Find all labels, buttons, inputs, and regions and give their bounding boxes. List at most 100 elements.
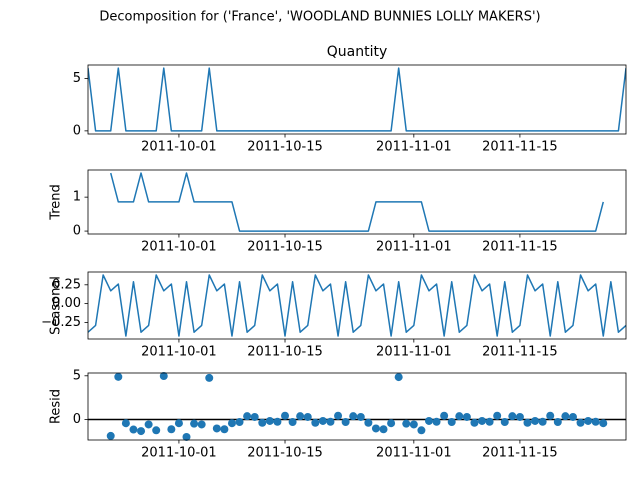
resid-point xyxy=(349,412,358,421)
resid-point xyxy=(296,412,305,421)
resid-point xyxy=(599,419,608,428)
series-line xyxy=(88,274,626,337)
resid-point xyxy=(371,424,380,433)
resid-point xyxy=(379,425,388,434)
y-axis-label: Trend xyxy=(49,184,64,221)
resid-point xyxy=(258,418,267,427)
x-tick-label: 2011-11-01 xyxy=(376,345,452,360)
resid-point xyxy=(243,412,252,421)
resid-point xyxy=(515,412,524,421)
x-tick-label: 2011-11-15 xyxy=(482,140,558,155)
resid-point xyxy=(281,411,290,420)
x-tick-label: 2011-10-15 xyxy=(247,345,323,360)
resid-point xyxy=(485,417,494,426)
resid-point xyxy=(273,417,282,426)
resid-point xyxy=(288,418,297,427)
resid-point xyxy=(591,417,600,426)
resid-point xyxy=(334,411,343,420)
resid-point xyxy=(538,417,547,426)
resid-point xyxy=(493,411,502,420)
y-axis-label: Resid xyxy=(49,389,64,424)
x-tick-label: 2011-10-15 xyxy=(247,140,323,155)
resid-point xyxy=(447,418,456,427)
resid-point xyxy=(250,412,259,421)
x-tick-label: 2011-11-15 xyxy=(482,345,558,360)
resid-point xyxy=(546,411,555,420)
resid-point xyxy=(531,416,540,425)
resid-point xyxy=(455,412,464,421)
resid-point xyxy=(129,425,138,434)
x-tick-label: 2011-10-01 xyxy=(141,140,217,155)
resid-point xyxy=(205,373,214,382)
resid-point xyxy=(182,432,191,441)
x-tick-label: 2011-11-01 xyxy=(376,140,452,155)
resid-point xyxy=(137,427,146,436)
y-tick-label: 0.00 xyxy=(52,296,81,311)
resid-point xyxy=(553,418,562,427)
resid-point xyxy=(341,418,350,427)
resid-point xyxy=(394,373,403,382)
resid-point xyxy=(144,420,153,429)
x-tick-label: 2011-11-01 xyxy=(376,446,452,461)
resid-point xyxy=(227,419,236,428)
x-tick-label: 2011-10-01 xyxy=(141,345,217,360)
resid-point xyxy=(235,418,244,427)
resid-point xyxy=(303,412,312,421)
resid-point xyxy=(152,426,161,435)
y-tick-label: −0.25 xyxy=(41,315,81,330)
x-tick-label: 2011-10-01 xyxy=(141,446,217,461)
resid-point xyxy=(220,425,229,434)
resid-point xyxy=(409,420,418,429)
resid-point xyxy=(424,416,433,425)
resid-point xyxy=(500,418,509,427)
resid-point xyxy=(440,411,449,420)
resid-point xyxy=(190,419,199,428)
resid-point xyxy=(523,418,532,427)
resid-point xyxy=(121,419,130,428)
resid-point xyxy=(417,426,426,435)
resid-point xyxy=(326,417,335,426)
y-tick-label: 0.25 xyxy=(52,277,81,292)
resid-point xyxy=(106,431,115,440)
series-line xyxy=(110,172,604,232)
resid-point xyxy=(114,372,123,381)
resid-point xyxy=(576,418,585,427)
y-tick-label: 1 xyxy=(73,190,81,205)
y-axis-label: Seasonal xyxy=(49,276,64,335)
y-tick-label: 0 xyxy=(73,224,81,239)
axes-frame xyxy=(87,271,627,340)
x-tick-label: 2011-10-01 xyxy=(141,240,217,255)
axes-frame xyxy=(87,169,627,235)
resid-point xyxy=(311,418,320,427)
series-line xyxy=(88,67,626,132)
resid-point xyxy=(462,412,471,421)
resid-point xyxy=(508,412,517,421)
x-tick-label: 2011-11-15 xyxy=(482,446,558,461)
resid-point xyxy=(470,418,479,427)
resid-point xyxy=(265,416,274,425)
axes-frame xyxy=(87,372,627,441)
x-tick-label: 2011-10-15 xyxy=(247,446,323,461)
axes-frame xyxy=(87,64,627,135)
x-tick-label: 2011-11-15 xyxy=(482,240,558,255)
resid-point xyxy=(167,425,176,434)
resid-point xyxy=(568,412,577,421)
resid-point xyxy=(212,424,221,433)
figure-title: Decomposition for ('France', 'WOODLAND B… xyxy=(99,10,540,25)
x-tick-label: 2011-11-01 xyxy=(376,240,452,255)
y-tick-label: 0 xyxy=(73,412,81,427)
y-tick-label: 5 xyxy=(73,368,81,383)
subplot-title: Quantity xyxy=(327,44,388,60)
x-tick-label: 2011-10-15 xyxy=(247,240,323,255)
resid-point xyxy=(402,419,411,428)
resid-point xyxy=(174,419,183,428)
resid-point xyxy=(159,372,168,381)
resid-point xyxy=(364,418,373,427)
y-tick-label: 5 xyxy=(73,71,81,86)
resid-point xyxy=(197,420,206,429)
y-tick-label: 0 xyxy=(73,123,81,138)
resid-point xyxy=(318,416,327,425)
resid-point xyxy=(478,416,487,425)
resid-point xyxy=(561,412,570,421)
